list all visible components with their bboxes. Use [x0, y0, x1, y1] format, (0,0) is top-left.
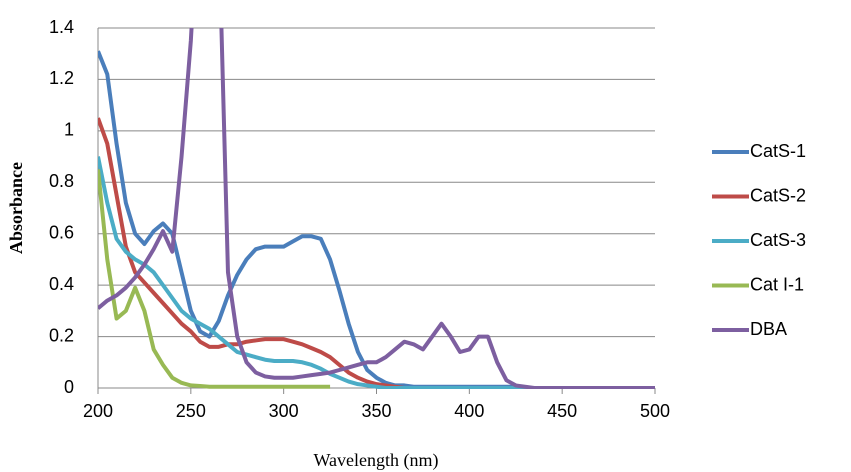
legend-label: DBA	[750, 319, 787, 339]
y-tick-label: 1.4	[49, 17, 74, 37]
x-tick-label: 250	[176, 401, 206, 421]
y-tick-label: 0.4	[49, 274, 74, 294]
x-tick-label: 450	[547, 401, 577, 421]
x-axis-title: Wavelength (nm)	[313, 450, 438, 471]
y-tick-label: 0.8	[49, 171, 74, 191]
y-tick-label: 1	[64, 120, 74, 140]
data-line	[98, 50, 655, 389]
legend-label: CatS-3	[750, 230, 806, 250]
x-tick-label: 350	[361, 401, 391, 421]
legend-label: Cat I-1	[750, 274, 804, 294]
x-tick-label: 200	[83, 401, 113, 421]
y-tick-label: 0	[64, 377, 74, 397]
x-tick-label: 500	[640, 401, 670, 421]
data-line	[98, 28, 655, 389]
y-tick-label: 0.2	[49, 325, 74, 345]
legend-label: CatS-1	[750, 141, 806, 161]
y-tick-label: 0.6	[49, 222, 74, 242]
data-line	[98, 169, 331, 389]
x-tick-label: 300	[269, 401, 299, 421]
y-axis-title: Absorbance	[6, 162, 26, 254]
legend-label: CatS-2	[750, 185, 806, 205]
y-tick-label: 1.2	[49, 68, 74, 88]
plot-area	[98, 28, 655, 389]
x-tick-label: 400	[454, 401, 484, 421]
